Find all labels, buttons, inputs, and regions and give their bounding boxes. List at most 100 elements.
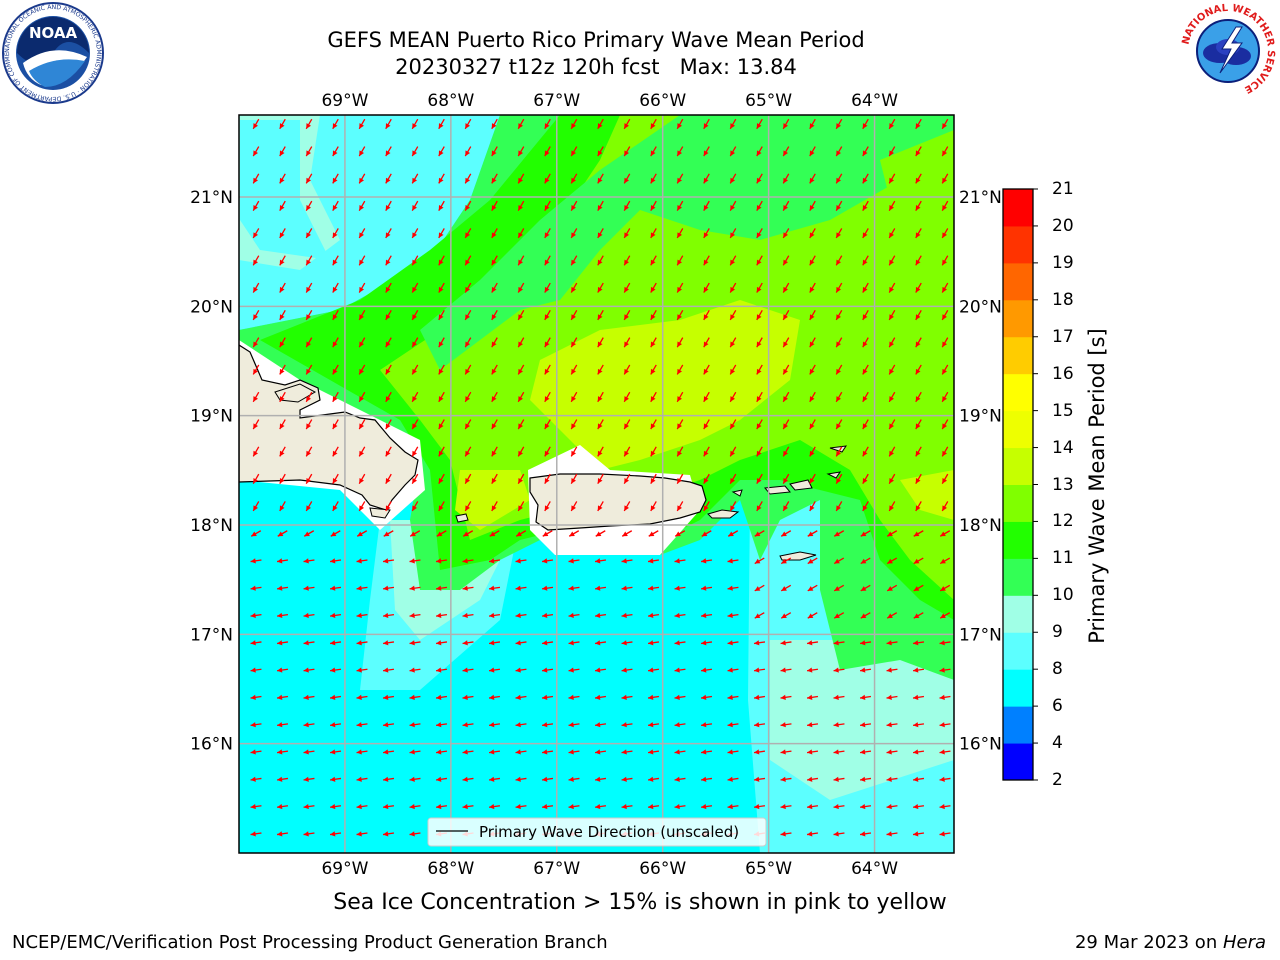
wave-arrow-icon xyxy=(276,776,289,782)
wave-arrow-icon xyxy=(780,694,792,700)
wave-arrow-icon xyxy=(700,722,713,728)
wave-arrow-icon xyxy=(647,667,660,673)
wave-arrow-icon xyxy=(303,558,315,564)
wave-arrow-icon xyxy=(488,803,501,810)
wave-arrow-icon xyxy=(464,255,472,266)
wave-arrow-icon xyxy=(676,391,684,403)
wave-arrow-icon xyxy=(438,200,445,211)
wave-arrow-icon xyxy=(462,612,474,619)
wave-arrow-icon xyxy=(862,310,869,321)
wave-arrow-icon xyxy=(411,364,419,375)
wave-arrow-icon xyxy=(462,776,474,782)
wave-arrow-icon xyxy=(700,803,713,810)
lon-label-top: 64°W xyxy=(851,91,898,111)
wave-arrow-icon xyxy=(438,118,445,130)
wave-arrow-icon xyxy=(623,118,631,130)
wave-arrow-icon xyxy=(703,419,710,430)
wave-arrow-icon xyxy=(436,530,447,537)
wave-arrow-icon xyxy=(623,173,631,184)
wave-arrow-icon xyxy=(703,391,710,403)
wave-arrow-icon xyxy=(570,282,578,293)
wave-arrow-icon xyxy=(332,473,339,484)
wave-arrow-icon xyxy=(753,776,766,782)
wave-arrow-icon xyxy=(435,749,448,755)
wave-arrow-icon xyxy=(860,584,871,592)
wave-arrow-icon xyxy=(252,228,260,239)
wave-arrow-icon xyxy=(570,364,578,375)
wave-arrow-icon xyxy=(332,173,339,184)
wave-arrow-icon xyxy=(833,640,845,646)
wave-arrow-icon xyxy=(491,337,498,348)
wave-arrow-icon xyxy=(806,831,819,837)
wave-arrow-icon xyxy=(594,803,607,810)
wave-arrow-icon xyxy=(912,640,925,646)
wave-arrow-icon xyxy=(409,612,421,619)
wave-arrow-icon xyxy=(544,255,551,266)
wave-arrow-icon xyxy=(647,640,660,646)
wave-arrow-icon xyxy=(623,419,631,430)
wave-arrow-icon xyxy=(674,749,686,755)
wave-arrow-icon xyxy=(703,337,710,348)
wave-arrow-icon xyxy=(860,530,871,537)
wave-arrow-icon xyxy=(491,228,498,239)
wave-arrow-icon xyxy=(544,200,551,211)
lon-label-bottom: 68°W xyxy=(427,859,474,879)
wave-arrow-icon xyxy=(650,200,657,211)
wave-arrow-icon xyxy=(411,118,419,130)
wave-arrow-icon xyxy=(358,173,366,184)
wave-arrow-icon xyxy=(541,722,554,728)
wave-arrow-icon xyxy=(541,585,554,591)
wave-arrow-icon xyxy=(462,530,474,537)
wave-arrow-icon xyxy=(438,146,445,157)
graticule xyxy=(239,115,954,853)
wave-arrow-icon xyxy=(809,173,816,184)
wave-arrow-icon xyxy=(756,446,763,457)
wave-arrow-icon xyxy=(568,612,580,619)
wave-arrow-icon xyxy=(862,501,869,512)
wave-arrow-icon xyxy=(782,446,790,457)
wave-arrow-icon xyxy=(621,749,633,755)
wave-arrow-icon xyxy=(356,640,368,646)
wave-arrow-icon xyxy=(835,337,843,348)
wave-arrow-icon xyxy=(595,530,606,537)
wave-arrow-icon xyxy=(729,391,737,403)
wave-arrow-icon xyxy=(648,530,659,537)
wave-arrow-icon xyxy=(941,501,949,512)
wave-arrow-icon xyxy=(941,364,949,375)
wave-arrow-icon xyxy=(382,694,395,700)
colorbar-tick-label: 17 xyxy=(1052,326,1074,347)
wave-arrow-icon xyxy=(754,530,765,537)
wave-arrow-icon xyxy=(252,337,260,348)
wave-arrow-icon xyxy=(647,749,660,755)
wave-arrow-icon xyxy=(862,337,869,348)
wave-arrow-icon xyxy=(780,776,792,782)
wave-arrow-icon xyxy=(623,473,631,484)
wave-arrow-icon xyxy=(806,640,819,646)
wave-arrow-icon xyxy=(806,749,819,755)
wave-arrow-icon xyxy=(462,803,474,810)
wave-arrow-icon xyxy=(780,749,792,755)
wave-arrow-icon xyxy=(544,419,551,430)
wave-arrow-icon xyxy=(517,118,525,130)
wave-arrow-icon xyxy=(729,228,737,239)
wave-arrow-icon xyxy=(488,749,501,755)
wave-arrow-icon xyxy=(703,446,710,457)
wave-arrow-icon xyxy=(491,282,498,293)
wave-arrow-icon xyxy=(941,337,949,348)
period-band-13-14-west xyxy=(455,470,530,530)
legend-label: Primary Wave Direction (unscaled) xyxy=(479,823,739,841)
wave-arrow-icon xyxy=(411,473,419,484)
footer-date: 29 Mar 2023 on Hera xyxy=(1075,932,1266,954)
wave-arrow-icon xyxy=(332,228,339,239)
wave-arrow-icon xyxy=(650,473,657,484)
wave-arrow-icon xyxy=(276,749,289,755)
wave-arrow-icon xyxy=(279,146,286,157)
wave-arrow-icon xyxy=(570,255,578,266)
lon-label-top: 68°W xyxy=(427,91,474,111)
wave-arrow-icon xyxy=(674,530,686,537)
wave-arrow-icon xyxy=(409,640,421,646)
wave-arrow-icon xyxy=(594,722,607,728)
wave-arrow-icon xyxy=(382,612,395,619)
wave-arrow-icon xyxy=(305,446,313,457)
wave-arrow-icon xyxy=(594,558,607,564)
